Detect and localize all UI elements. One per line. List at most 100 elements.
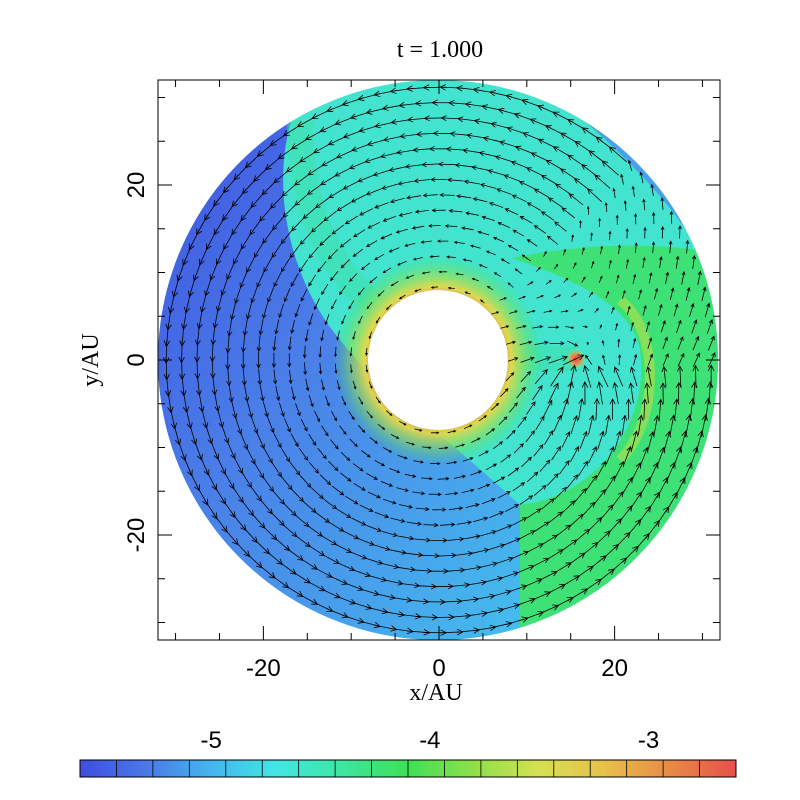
velocity-arrow — [304, 329, 309, 343]
velocity-arrow — [448, 208, 463, 213]
velocity-arrow — [675, 255, 680, 269]
velocity-arrows — [163, 84, 716, 636]
velocity-arrow — [465, 503, 480, 508]
velocity-arrow — [544, 430, 554, 445]
velocity-arrow — [428, 492, 442, 497]
velocity-arrow — [567, 340, 579, 347]
velocity-arrow — [461, 226, 474, 231]
velocity-arrow — [676, 319, 682, 334]
velocity-arrow — [380, 233, 393, 240]
velocity-arrow — [579, 430, 588, 449]
velocity-arrow — [464, 534, 481, 540]
velocity-arrow — [323, 210, 337, 222]
velocity-arrow — [626, 305, 631, 315]
velocity-arrow — [485, 463, 498, 471]
velocity-arrow — [429, 461, 441, 466]
velocity-arrow — [313, 298, 320, 311]
velocity-arrow — [357, 424, 366, 433]
velocity-arrow — [512, 482, 526, 492]
velocity-arrow — [639, 476, 651, 497]
velocity-arrow — [300, 288, 308, 302]
velocity-arrow — [638, 289, 642, 300]
velocity-arrow — [533, 443, 544, 457]
velocity-arrow — [349, 347, 353, 357]
velocity-arrow — [691, 319, 698, 334]
velocity-arrow — [365, 347, 368, 357]
velocity-arrow — [290, 320, 295, 335]
velocity-arrow — [516, 386, 526, 399]
velocity-arrow — [685, 286, 691, 301]
velocity-arrow — [331, 485, 345, 496]
velocity-arrow — [406, 195, 422, 200]
velocity-arrow — [509, 310, 518, 314]
velocity-arrow — [593, 397, 600, 421]
velocity-arrow — [323, 498, 338, 510]
velocity-arrow — [634, 242, 638, 253]
velocity-arrow — [615, 214, 619, 225]
velocity-arrow — [534, 368, 548, 384]
velocity-arrow — [428, 224, 441, 228]
velocity-arrow — [519, 495, 534, 505]
velocity-arrow — [352, 380, 357, 390]
velocity-arrow — [630, 321, 634, 332]
velocity-arrow — [581, 276, 586, 283]
velocity-arrow — [267, 287, 274, 304]
velocity-arrow — [599, 504, 614, 521]
velocity-arrow — [581, 381, 589, 405]
velocity-arrow — [653, 414, 660, 437]
velocity-arrow — [337, 508, 352, 519]
velocity-arrow — [334, 363, 338, 375]
velocity-arrow — [267, 417, 275, 434]
velocity-arrow — [533, 225, 546, 234]
velocity-arrow — [374, 511, 390, 519]
velocity-arrow — [294, 304, 301, 318]
velocity-arrow — [339, 238, 352, 248]
velocity-arrow — [488, 202, 504, 208]
velocity-arrow — [314, 410, 320, 423]
velocity-arrow — [273, 433, 282, 449]
velocity-arrow — [604, 475, 616, 493]
velocity-arrow — [327, 249, 339, 260]
velocity-arrow — [571, 234, 574, 242]
velocity-arrow — [462, 258, 473, 262]
velocity-arrow — [621, 476, 633, 496]
velocity-arrow — [496, 188, 512, 195]
velocity-arrow — [272, 369, 278, 385]
velocity-arrow — [317, 447, 327, 460]
velocity-arrow — [660, 196, 665, 210]
velocity-arrow — [389, 197, 405, 204]
velocity-arrow — [302, 345, 307, 359]
velocity-arrow — [374, 202, 389, 209]
velocity-arrow — [348, 300, 355, 310]
velocity-arrow — [685, 239, 690, 254]
velocity-arrow — [412, 491, 426, 496]
velocity-arrow — [588, 291, 594, 298]
velocity-arrow — [485, 428, 496, 436]
velocity-arrow — [541, 498, 555, 510]
velocity-arrow — [437, 239, 449, 243]
velocity-arrow — [336, 202, 351, 212]
velocity-arrow — [358, 315, 363, 325]
velocity-arrow — [497, 222, 510, 228]
velocity-arrow — [526, 239, 538, 247]
velocity-arrow — [461, 488, 475, 494]
velocity-arrow — [497, 491, 511, 499]
velocity-arrow — [350, 194, 366, 203]
velocity-arrow — [431, 208, 446, 213]
velocity-arrow — [618, 354, 622, 366]
velocity-arrow — [570, 415, 578, 435]
velocity-arrow — [554, 263, 559, 270]
velocity-arrow — [448, 506, 464, 511]
velocity-arrow — [341, 314, 346, 325]
velocity-arrow — [579, 220, 582, 229]
velocity-arrow — [547, 197, 563, 208]
velocity-arrow — [585, 354, 593, 365]
velocity-arrow — [504, 504, 520, 513]
velocity-arrow — [464, 291, 471, 295]
velocity-arrow — [432, 507, 447, 512]
velocity-arrow — [331, 224, 344, 235]
velocity-arrow — [298, 448, 309, 462]
velocity-arrow — [340, 472, 352, 482]
velocity-arrow — [305, 378, 310, 392]
